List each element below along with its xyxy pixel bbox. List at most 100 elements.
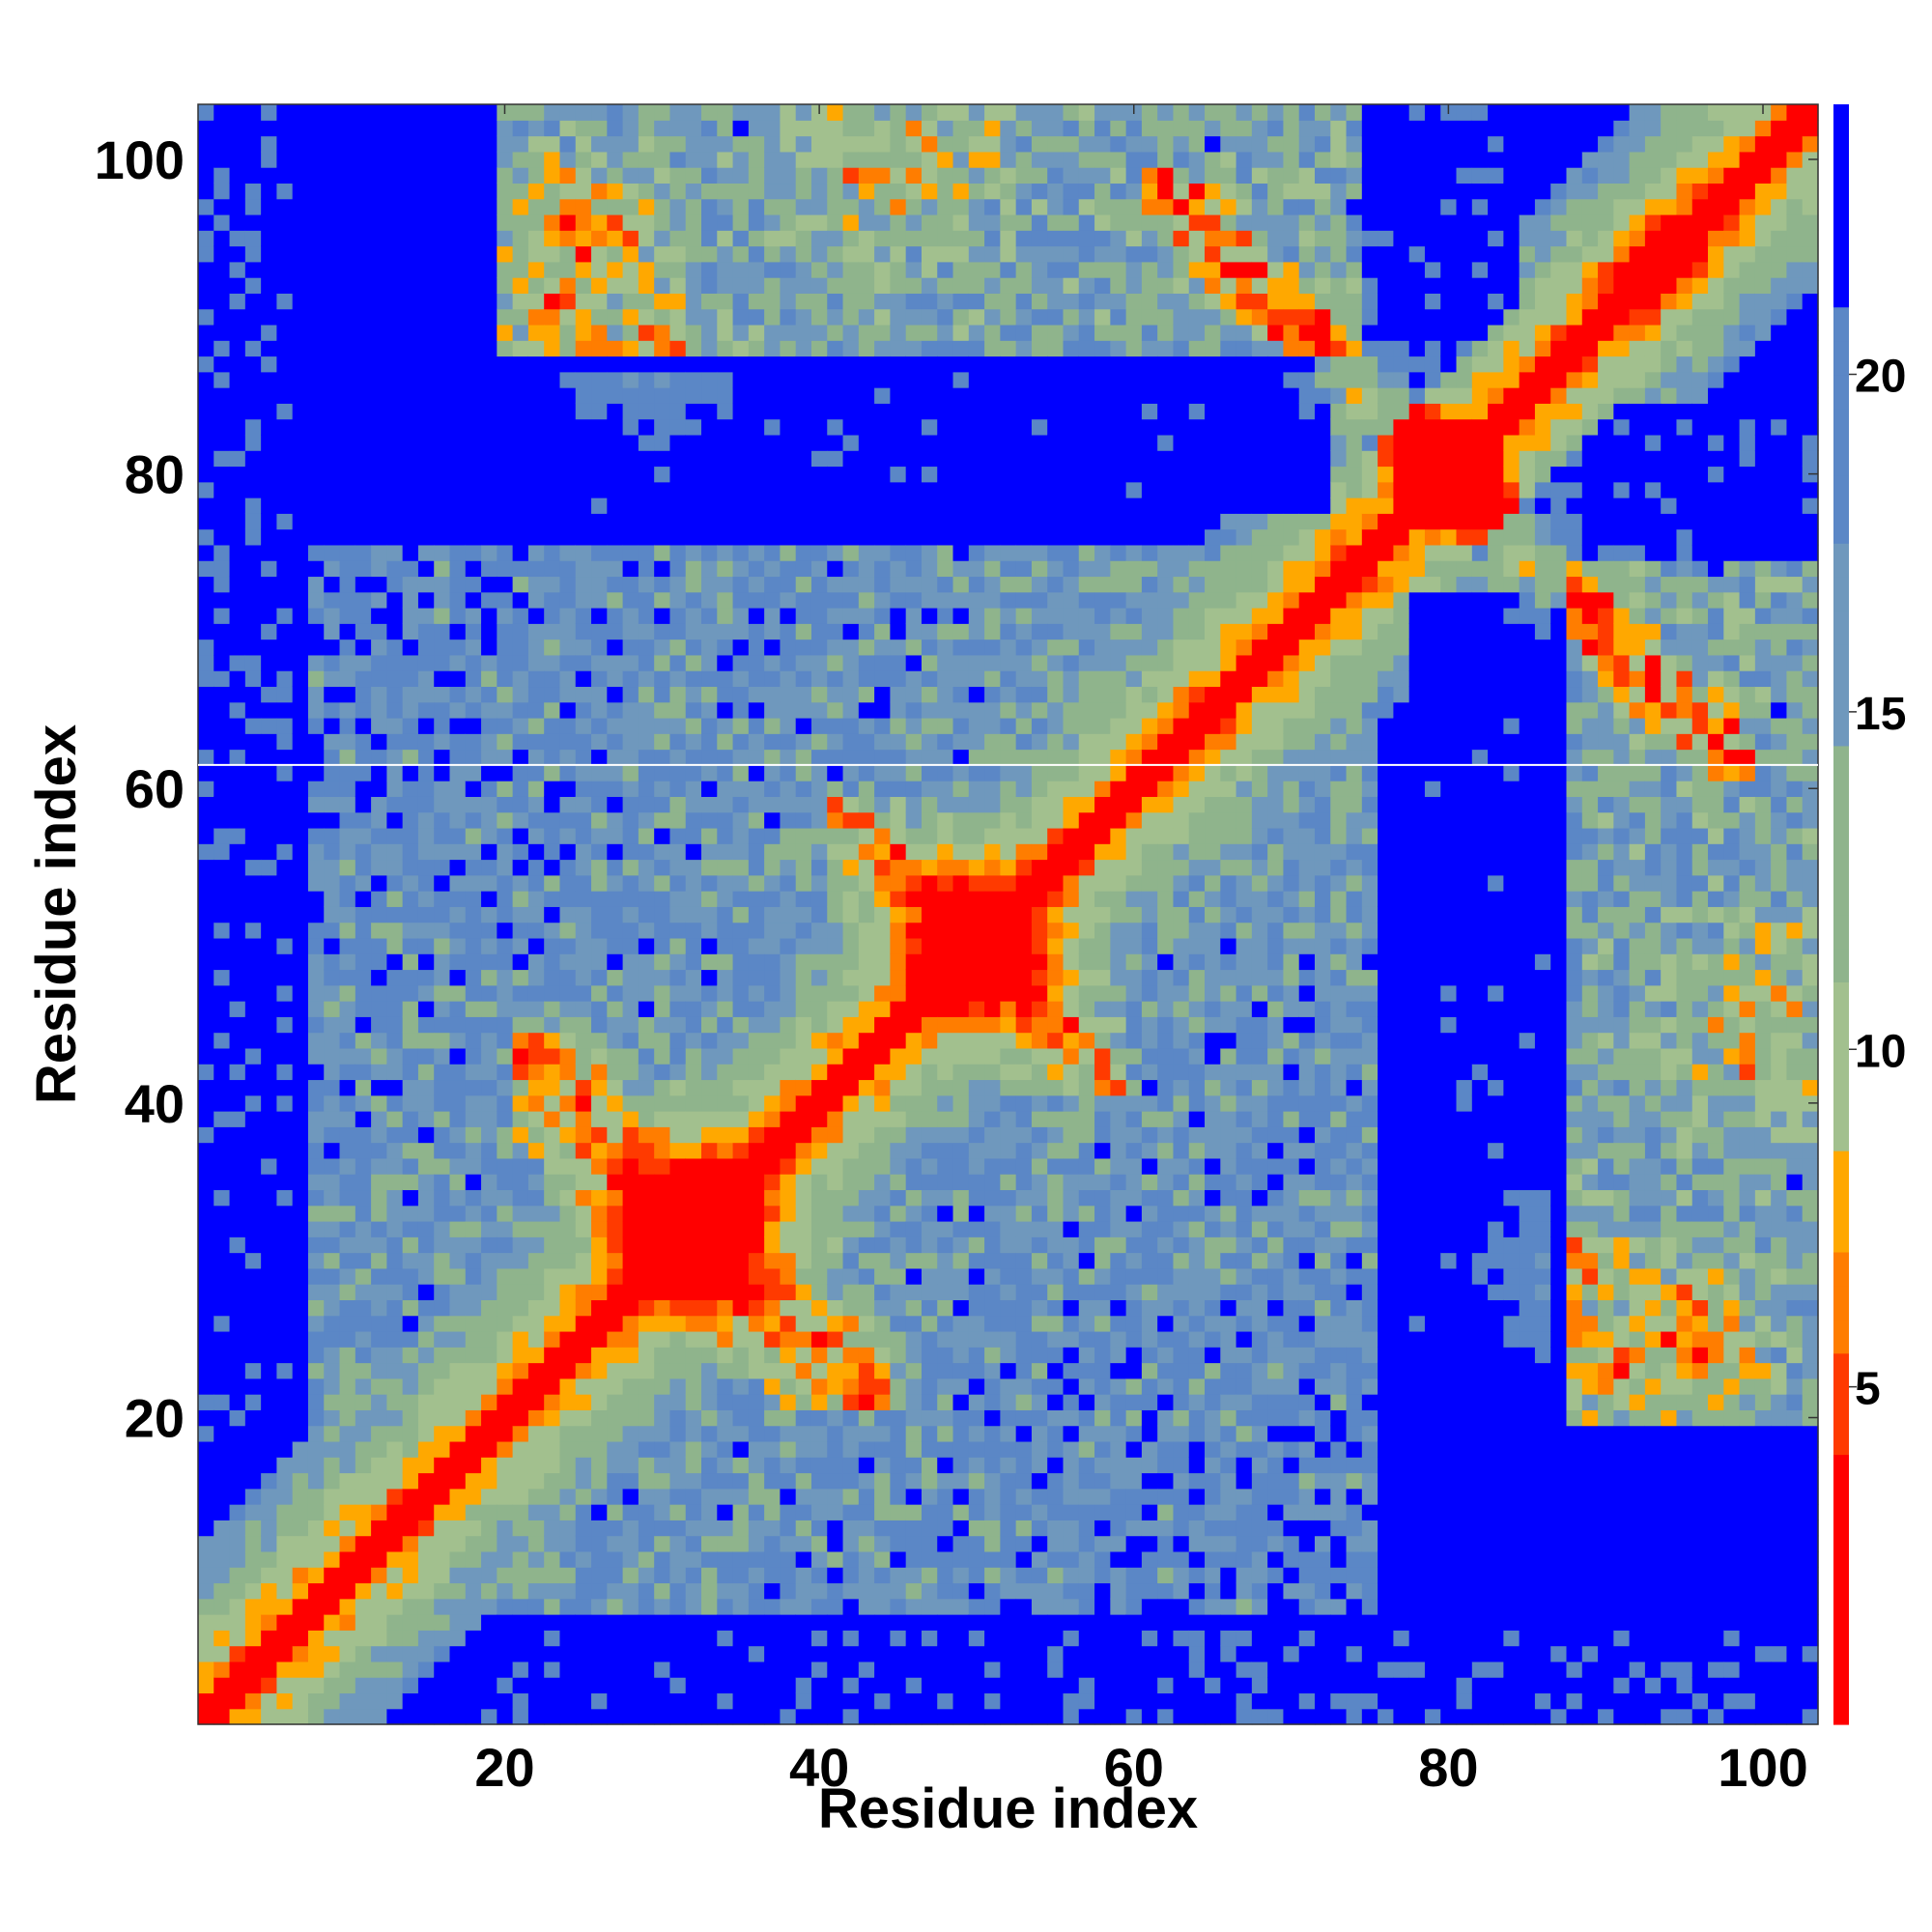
heatmap-cell <box>701 1567 718 1584</box>
heatmap-cell <box>371 1064 387 1081</box>
heatmap-cell <box>276 1488 294 1505</box>
heatmap-cell <box>229 953 246 971</box>
heatmap-cell <box>575 654 592 671</box>
heatmap-cell <box>921 560 938 578</box>
heatmap-cell <box>591 984 608 1002</box>
heatmap-cell <box>669 167 687 185</box>
heatmap-cell <box>607 749 624 766</box>
heatmap-cell <box>481 969 497 986</box>
heatmap-cell <box>544 1440 561 1458</box>
heatmap-cell <box>229 324 246 341</box>
heatmap-cell <box>732 466 750 483</box>
heatmap-cell <box>198 1457 214 1474</box>
heatmap-cell <box>717 984 734 1002</box>
heatmap-cell <box>559 1189 577 1207</box>
heatmap-cell <box>559 277 577 294</box>
heatmap-cell <box>952 1692 970 1710</box>
heatmap-cell <box>355 1016 372 1034</box>
heatmap-cell <box>402 891 419 907</box>
heatmap-cell <box>229 1284 246 1300</box>
heatmap-cell <box>276 922 294 939</box>
heatmap-cell <box>780 308 797 326</box>
heatmap-cell <box>937 355 954 373</box>
heatmap-cell <box>465 1394 482 1410</box>
heatmap-cell <box>544 654 561 671</box>
heatmap-cell <box>198 1111 214 1127</box>
heatmap-cell <box>292 1425 309 1442</box>
heatmap-cell <box>732 1189 750 1207</box>
heatmap-cell <box>701 293 718 310</box>
heatmap-cell <box>685 922 702 939</box>
heatmap-cell <box>307 371 325 388</box>
heatmap-cell <box>198 1661 214 1678</box>
heatmap-cell <box>198 1032 214 1049</box>
heatmap-cell <box>842 151 860 168</box>
heatmap-cell <box>339 1550 356 1568</box>
heatmap-cell <box>198 639 214 656</box>
heatmap-cell <box>827 984 844 1002</box>
heatmap-cell <box>827 733 844 751</box>
heatmap-cell <box>497 922 514 939</box>
heatmap-cell <box>858 891 875 907</box>
heatmap-cell <box>748 1645 765 1662</box>
heatmap-cell <box>607 466 624 483</box>
heatmap-cell <box>244 1111 262 1127</box>
heatmap-cell <box>842 434 860 451</box>
heatmap-cell <box>449 843 467 861</box>
heatmap-cell <box>355 796 372 813</box>
heatmap-cell <box>810 213 828 231</box>
heatmap-cell <box>638 230 655 247</box>
heatmap-cell <box>276 1174 294 1191</box>
heatmap-cell <box>717 591 734 609</box>
heatmap-cell <box>842 1157 860 1175</box>
heatmap-cell <box>937 1205 954 1222</box>
heatmap-cell <box>229 749 246 766</box>
heatmap-cell <box>261 198 278 215</box>
heatmap-cell <box>512 1362 529 1379</box>
heatmap-cell <box>937 1157 954 1175</box>
heatmap-cell <box>717 355 734 373</box>
heatmap-cell <box>874 1378 891 1395</box>
heatmap-cell <box>732 1001 750 1017</box>
heatmap-cell <box>842 1708 860 1725</box>
heatmap-cell <box>874 1267 891 1285</box>
heatmap-cell <box>937 230 954 247</box>
heatmap-cell <box>748 1016 765 1034</box>
heatmap-cell <box>685 764 702 781</box>
heatmap-cell <box>261 843 278 861</box>
heatmap-cell <box>324 1677 341 1694</box>
heatmap-cell <box>654 1488 671 1505</box>
heatmap-cell <box>842 937 860 954</box>
heatmap-cell <box>417 1064 435 1081</box>
heatmap-cell <box>481 953 497 971</box>
heatmap-cell <box>654 1661 671 1678</box>
heatmap-cell <box>795 1440 812 1458</box>
heatmap-cell <box>874 513 891 530</box>
heatmap-cell <box>858 827 875 844</box>
heatmap-cell <box>810 293 828 310</box>
heatmap-cell <box>858 1220 875 1237</box>
heatmap-cell <box>638 733 655 751</box>
heatmap-cell <box>795 183 812 200</box>
heatmap-cell <box>591 576 608 593</box>
heatmap-cell <box>638 1174 655 1191</box>
heatmap-cell <box>527 230 545 247</box>
heatmap-cell <box>669 623 687 640</box>
heatmap-cell <box>874 1520 891 1537</box>
heatmap-cell <box>827 639 844 656</box>
heatmap-cell <box>654 528 671 546</box>
heatmap-cell <box>434 1142 451 1159</box>
heatmap-cell <box>701 781 718 797</box>
heatmap-cell <box>213 183 231 200</box>
heatmap-cell <box>497 340 514 357</box>
heatmap-cell <box>780 1645 797 1662</box>
heatmap-cell <box>732 230 750 247</box>
heatmap-cell <box>339 1425 356 1442</box>
heatmap-cell <box>685 781 702 797</box>
heatmap-cell <box>575 1094 592 1112</box>
heatmap-cell <box>780 230 797 247</box>
heatmap-cell <box>512 1252 529 1269</box>
heatmap-cell <box>355 355 372 373</box>
heatmap-cell <box>858 1692 875 1710</box>
heatmap-cell <box>764 183 781 200</box>
